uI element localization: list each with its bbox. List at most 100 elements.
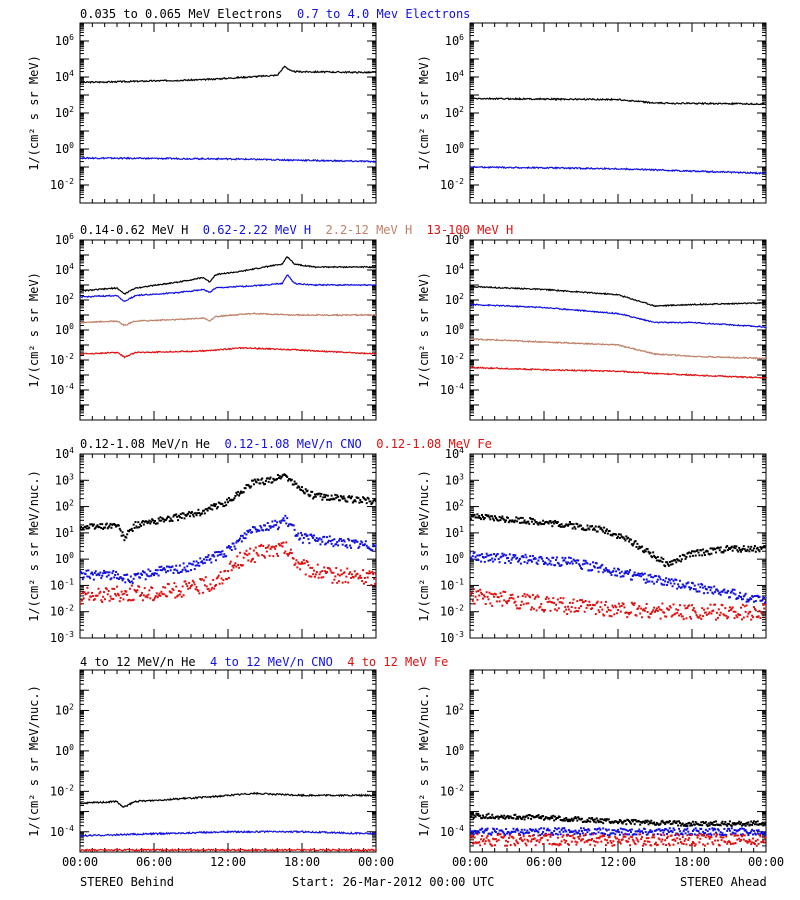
x-tick-label: 12:00 [210,855,246,869]
panel-row4-ahead: 10-4 10-2 100 102 1/(cm² s sr MeV/nuc.) 00:00… [417,669,784,869]
y-tick-label: 10-2 [50,352,74,367]
y-tick-label: 10-4 [50,382,74,397]
y-tick-label: 102 [55,702,74,717]
footer-right: STEREO Ahead [680,875,767,889]
series-points-black [470,812,766,828]
y-tick-label: 102 [55,105,74,120]
y-tick-label: 100 [445,551,464,566]
y-tick-label: 10-2 [440,783,464,798]
series-line-blue [80,829,376,838]
y-tick-label: 10-1 [440,577,464,592]
series-line-black [80,65,376,85]
series-line-red [470,366,766,379]
panel-row2-behind: 10-4 10-2 100 102 104 106 1/(cm² s sr MeV) [27,232,377,421]
row3-title-3: 0.12-1.08 MeV Fe [376,437,492,451]
series-line-black [80,256,376,295]
panel-row1-behind: 10-2 100 102 104 106 1/(cm² s sr MeV) [27,22,377,204]
y-tick-label: 106 [445,33,464,48]
y-tick-label: 104 [445,69,464,84]
y-tick-label: 10-3 [440,630,464,645]
y-tick-label: 10-4 [440,824,464,839]
y-tick-label: 10-2 [440,604,464,619]
y-tick-label: 100 [445,322,464,337]
row4-title-1: 4 to 12 MeV/n He [80,655,196,669]
row3-title-1: 0.12-1.08 MeV/n He [80,437,210,451]
y-tick-label: 104 [55,69,74,84]
y-tick-label: 100 [55,743,74,758]
row2-title-4: 13-100 MeV H [427,223,514,237]
y-tick-label: 10-2 [440,177,464,192]
y-tick-label: 100 [55,551,74,566]
y-tick-label: 100 [55,322,74,337]
row3-title-2: 0.12-1.08 MeV/n CNO [225,437,362,451]
y-tick-label: 102 [445,499,464,514]
y-tick-label: 102 [55,292,74,307]
series-line-tan [80,312,376,327]
footer-left: STEREO Behind [80,875,174,889]
y-tick-label: 100 [445,743,464,758]
panel-row4-behind: 10-4 10-2 100 102 1/(cm² s sr MeV/nuc.) 00:00… [27,669,394,869]
series-points-red [80,541,376,605]
y-tick-label: 10-1 [50,577,74,592]
y-tick-label: 104 [55,262,74,277]
y-tick-label: 106 [55,232,74,247]
series-points-red [470,833,766,847]
series-points-blue [470,551,766,604]
x-tick-label: 06:00 [136,855,172,869]
row1-title-1: 0.035 to 0.065 MeV Electrons [80,7,282,21]
y-axis-label: 1/(cm² s sr MeV/nuc.) [27,685,41,837]
x-tick-label: 18:00 [284,855,320,869]
y-tick-label: 102 [445,702,464,717]
panel-row3-ahead: 10-3 10-2 10-1 100 101 102 103 104 1/(cm² s sr M… [417,446,767,645]
y-tick-label: 101 [445,525,464,540]
y-axis-label: 1/(cm² s sr MeV) [27,55,41,171]
series-points-blue [80,514,376,585]
series-line-blue [470,303,766,329]
series-line-blue [80,156,376,164]
y-tick-label: 100 [445,141,464,156]
y-tick-label: 102 [445,292,464,307]
y-tick-label: 104 [445,262,464,277]
y-axis-label: 1/(cm² s sr MeV) [27,272,41,388]
y-tick-label: 100 [55,141,74,156]
titles-layer: 0.035 to 0.065 MeV Electrons 0.7 to 4.0 M… [80,7,513,669]
series-line-red [80,847,376,852]
x-tick-label: 00:00 [748,855,784,869]
x-tick-label: 06:00 [526,855,562,869]
y-axis-label: 1/(cm² s sr MeV/nuc.) [417,470,431,622]
x-tick-label: 00:00 [452,855,488,869]
series-line-red [80,346,376,359]
y-axis-label: 1/(cm² s sr MeV) [417,55,431,171]
footer-center: Start: 26-Mar-2012 00:00 UTC [292,875,494,889]
series-line-black [470,96,766,106]
y-tick-label: 102 [445,105,464,120]
x-tick-label: 12:00 [600,855,636,869]
series-line-blue [470,165,766,175]
y-tick-label: 106 [445,232,464,247]
series-points-black [470,513,766,568]
y-tick-label: 106 [55,33,74,48]
y-axis-label: 1/(cm² s sr MeV/nuc.) [417,685,431,837]
series-line-tan [470,338,766,360]
x-tick-label: 00:00 [358,855,394,869]
row4-title-2: 4 to 12 MeV/n CNO [210,655,333,669]
y-tick-label: 10-2 [440,352,464,367]
y-tick-label: 101 [55,525,74,540]
y-axis-label: 1/(cm² s sr MeV/nuc.) [27,470,41,622]
x-tick-label: 00:00 [62,855,98,869]
panel-row3-behind: 10-3 10-2 10-1 100 101 102 103 104 1/(cm² s sr M… [27,446,377,645]
row4-title-3: 4 to 12 MeV Fe [347,655,448,669]
row2-title-3: 2.2-12 MeV H [326,223,413,237]
panel-row1-ahead: 10-2 100 102 104 106 1/(cm² s sr MeV) [417,22,767,204]
row2-title-2: 0.62-2.22 MeV H [203,223,311,237]
series-points-red [470,588,766,621]
y-tick-label: 103 [445,472,464,487]
plot-frame [79,22,377,204]
series-points-blue [470,827,766,837]
y-tick-label: 10-2 [50,604,74,619]
series-line-blue [80,274,376,302]
row2-title-1: 0.14-0.62 MeV H [80,223,188,237]
y-axis-label: 1/(cm² s sr MeV) [417,272,431,388]
